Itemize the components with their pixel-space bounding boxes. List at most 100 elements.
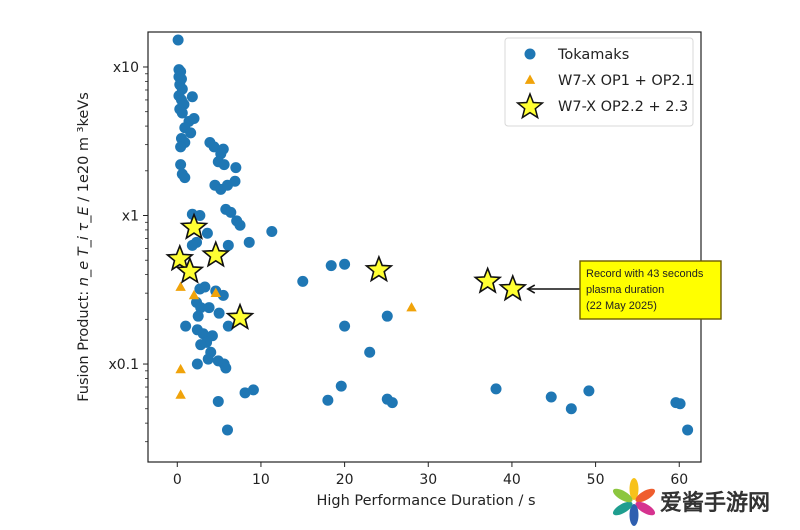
data-point-circle — [175, 141, 187, 153]
y-axis-label-suffix: / 1e20 m ³keVs — [76, 92, 92, 206]
x-tick-label: 60 — [670, 472, 688, 488]
legend-star-marker — [515, 91, 545, 120]
record-annotation: Record with 43 seconds plasma duration (… — [526, 260, 722, 320]
data-point-triangle — [188, 289, 200, 300]
data-point-star — [498, 273, 528, 302]
watermark-logo: 爱酱手游网 — [612, 478, 770, 526]
data-point-circle — [266, 226, 278, 238]
watermark-petal — [612, 488, 633, 503]
series-circle — [172, 34, 694, 436]
data-point-circle — [364, 346, 376, 358]
watermark-petal — [635, 488, 656, 503]
data-point-triangle — [175, 389, 186, 399]
annotation-line-2: plasma duration — [586, 284, 664, 296]
data-point-circle — [386, 397, 398, 409]
data-point-circle — [239, 387, 251, 399]
legend-item-w7x-op22: W7-X OP2.2 + 2.3 — [515, 91, 688, 120]
data-point-circle — [191, 358, 203, 370]
data-point-circle — [220, 362, 232, 374]
data-point-circle — [199, 281, 211, 293]
series-layer — [165, 34, 694, 436]
data-point-circle — [247, 384, 259, 396]
data-point-circle — [179, 172, 191, 184]
data-point-circle — [212, 395, 224, 407]
data-point-circle — [229, 175, 241, 187]
data-point-circle — [297, 275, 309, 287]
data-point-circle — [243, 236, 255, 248]
y-minor-ticks — [145, 73, 148, 443]
data-point-circle — [221, 424, 233, 436]
legend: Tokamaks W7-X OP1 + OP2.1 W7-X OP2.2 + 2… — [504, 37, 695, 127]
watermark-petal — [612, 501, 633, 516]
data-point-star — [225, 302, 255, 331]
data-point-circle — [234, 219, 246, 231]
legend-label-w7x-op1: W7-X OP1 + OP2.1 — [558, 73, 695, 89]
annotation-line-1: Record with 43 seconds — [586, 268, 704, 280]
y-axis-ticks: x10 x1 x0.1 — [108, 60, 148, 373]
data-point-circle — [222, 320, 234, 332]
x-tick-label: 30 — [419, 472, 437, 488]
data-point-circle — [490, 383, 502, 395]
data-point-circle — [217, 289, 229, 301]
legend-box — [504, 37, 694, 127]
y-axis-label: Fusion Product: n_e T_i τ_E / 1e20 m ³ke… — [76, 92, 92, 402]
data-point-circle — [339, 320, 351, 332]
legend-triangle-marker — [524, 74, 536, 84]
data-point-circle — [225, 206, 237, 218]
series-star — [165, 212, 528, 331]
data-point-circle — [322, 394, 334, 406]
data-point-star — [364, 254, 394, 283]
watermark-petals — [612, 478, 656, 526]
y-axis-label-group: Fusion Product: n_e T_i τ_E / 1e20 m ³ke… — [76, 92, 92, 402]
data-point-circle — [186, 91, 198, 103]
data-point-circle — [339, 258, 351, 270]
legend-label-tokamaks: Tokamaks — [557, 47, 629, 63]
legend-item-w7x-op1: W7-X OP1 + OP2.1 — [524, 73, 695, 89]
data-point-circle — [545, 391, 557, 403]
x-tick-label: 10 — [252, 472, 270, 488]
data-point-circle — [186, 239, 198, 251]
data-point-circle — [583, 385, 595, 397]
data-point-circle — [192, 310, 204, 322]
watermark-petal — [635, 501, 656, 516]
data-point-circle — [172, 34, 184, 46]
data-point-circle — [218, 159, 230, 171]
annotation-line-3: (22 May 2025) — [586, 300, 657, 312]
data-point-circle — [230, 162, 242, 174]
watermark-text: 爱酱手游网 — [660, 490, 770, 516]
x-tick-label: 0 — [173, 472, 182, 488]
watermark-petal — [629, 478, 639, 500]
data-point-circle — [335, 380, 347, 392]
data-point-circle — [176, 107, 188, 119]
legend-circle-marker — [524, 48, 536, 60]
data-point-triangle — [175, 281, 186, 291]
data-point-circle — [175, 159, 187, 171]
data-point-triangle — [406, 302, 417, 312]
data-point-circle — [180, 320, 192, 332]
x-axis-label: High Performance Duration / s — [316, 493, 535, 509]
x-tick-label: 40 — [503, 472, 521, 488]
legend-label-w7x-op22: W7-X OP2.2 + 2.3 — [558, 99, 688, 115]
data-point-star — [165, 243, 195, 272]
data-point-star — [179, 212, 209, 240]
data-point-circle — [201, 227, 213, 239]
data-point-circle — [185, 127, 197, 139]
data-point-circle — [213, 307, 225, 319]
data-point-star — [473, 266, 503, 294]
legend-item-tokamaks: Tokamaks — [524, 47, 629, 63]
y-tick-label: x10 — [113, 60, 139, 76]
data-point-circle — [208, 141, 220, 153]
data-point-circle — [682, 424, 694, 436]
data-point-triangle — [175, 363, 186, 374]
y-tick-label: x0.1 — [108, 357, 139, 373]
data-point-star — [201, 240, 231, 268]
data-point-circle — [195, 339, 207, 351]
annotation-arrow-head — [526, 284, 536, 294]
annotation-box — [579, 260, 722, 320]
watermark-petal — [629, 504, 639, 526]
data-point-circle — [203, 302, 215, 314]
data-point-circle — [325, 260, 337, 272]
data-point-star — [175, 256, 205, 284]
data-point-circle — [197, 328, 209, 340]
